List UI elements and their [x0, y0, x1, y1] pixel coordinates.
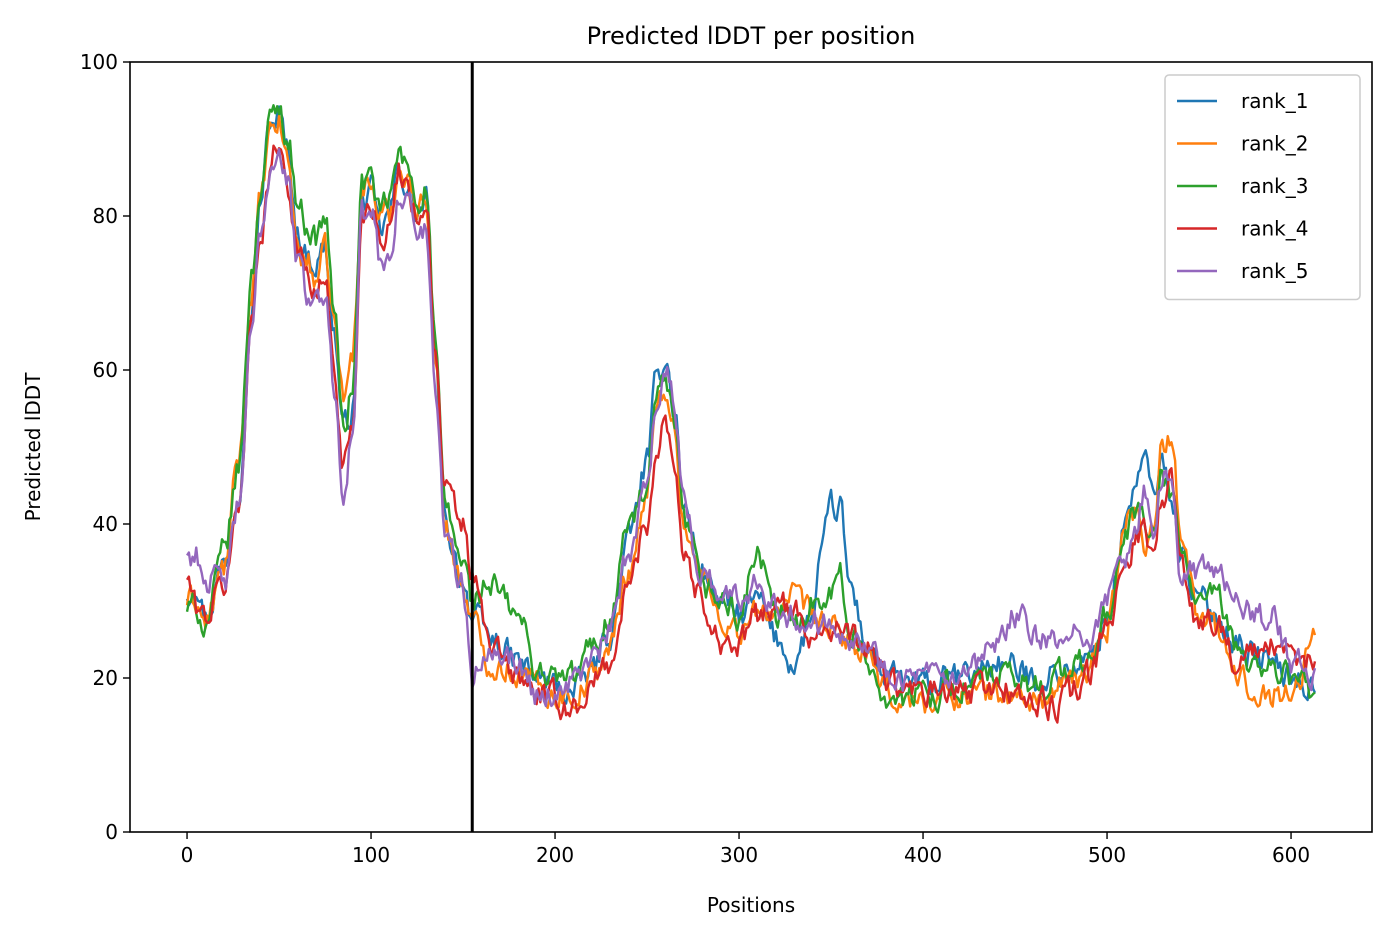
y-tick-label: 40	[93, 512, 118, 536]
x-tick-label: 200	[536, 843, 574, 867]
x-tick-label: 600	[1272, 843, 1310, 867]
y-axis-label: Predicted lDDT	[21, 372, 45, 522]
y-tick-label: 0	[105, 820, 118, 844]
x-tick-label: 300	[720, 843, 758, 867]
y-axis-ticks: 0 20 40 60 80 100	[80, 50, 130, 844]
plot-frame	[129, 61, 1373, 833]
legend-label-rank_5: rank_5	[1241, 259, 1308, 283]
x-axis-ticks: 0 100 200 300 400 500 600	[181, 832, 1310, 867]
legend-label-rank_3: rank_3	[1241, 174, 1308, 198]
x-axis-label: Positions	[707, 893, 795, 917]
legend-box	[1164, 74, 1361, 301]
y-tick-label: 80	[93, 204, 118, 228]
legend-label-rank_4: rank_4	[1241, 217, 1308, 241]
legend-label-rank_1: rank_1	[1241, 89, 1308, 113]
x-tick-label: 500	[1088, 843, 1126, 867]
x-tick-label: 100	[352, 843, 390, 867]
y-tick-label: 100	[80, 50, 118, 74]
y-tick-label: 20	[93, 666, 118, 690]
series-line-rank_5	[186, 148, 1317, 708]
chart-title: Predicted lDDT per position	[587, 22, 916, 50]
x-tick-label: 0	[181, 843, 194, 867]
y-tick-label: 60	[93, 358, 118, 382]
legend-label-rank_2: rank_2	[1241, 132, 1308, 156]
legend: rank_1 rank_2 rank_3 rank_4 rank_5	[1164, 74, 1361, 301]
x-tick-label: 400	[904, 843, 942, 867]
series-lines	[185, 104, 1317, 724]
series-line-rank_3	[185, 104, 1316, 714]
